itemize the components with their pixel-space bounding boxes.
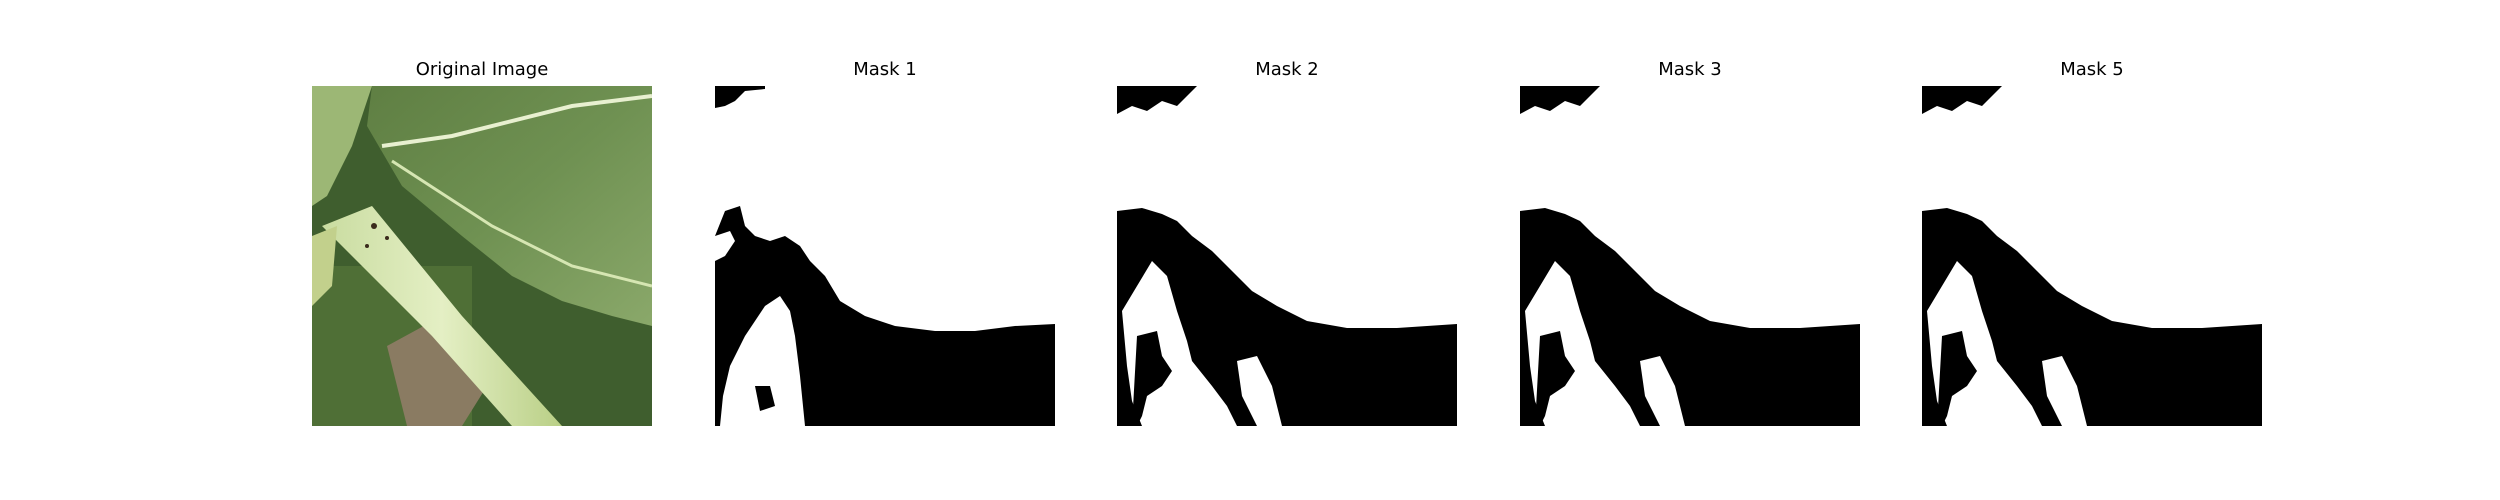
mask-5-image [1922,86,2262,426]
original-image [312,86,652,426]
panel-title: Mask 5 [1922,58,2262,82]
mask-2-image [1117,86,1457,426]
panel-title: Original Image [312,58,652,82]
panel-title: Mask 1 [715,58,1055,82]
mask-1-image [715,86,1055,426]
panel-title: Mask 3 [1520,58,1860,82]
panel-title: Mask 2 [1117,58,1457,82]
mask-3-image [1520,86,1860,426]
